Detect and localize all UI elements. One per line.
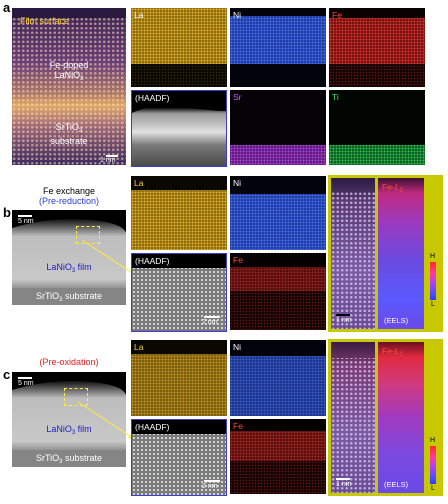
map-label: (HAADF) <box>135 93 170 103</box>
srtio3-substrate-label: SrTiO3 substrate <box>50 122 88 146</box>
scale-bar <box>204 316 220 318</box>
srtio3-substrate-label: SrTiO3 substrate <box>35 453 103 465</box>
pre-oxidation-title: (Pre-oxidation) <box>39 357 99 367</box>
map-label: Ni <box>233 342 242 352</box>
map-a-ti: Ti <box>329 90 425 165</box>
panel-c-eels-map: Fe-L3 (EELS) <box>378 342 424 493</box>
panel-label-b: b <box>3 205 11 220</box>
map-label: Fe <box>233 255 243 265</box>
scale-bar <box>18 377 32 379</box>
panel-label-a: a <box>3 0 11 15</box>
map-a-la: La <box>131 8 227 87</box>
map-label: La <box>134 342 144 352</box>
map-label: Ni <box>233 10 242 20</box>
legend-low: L <box>431 485 435 492</box>
scale-bar <box>336 478 350 480</box>
map-label: La <box>134 10 144 20</box>
panel-a-lattice <box>12 8 126 165</box>
scale-bar-label: 5 nm <box>18 380 34 387</box>
scale-bar <box>18 215 32 217</box>
scale-bar-label: 2 nm <box>202 483 218 490</box>
panel-a-overview-image: Film surface Fe-doped LaNiO3 SrTiO3 subs… <box>12 8 126 165</box>
scale-bar <box>106 155 118 157</box>
map-b-haadf: (HAADF) 2 nm <box>131 253 227 332</box>
eels-label: (EELS) <box>384 316 409 325</box>
map-a-sr: Sr <box>230 90 326 165</box>
legend-high: H <box>430 253 436 260</box>
map-label: Fe <box>233 421 243 431</box>
scale-bar-label: 1 nm <box>100 157 116 164</box>
map-b-fe: Fe <box>230 253 326 330</box>
legend-high: H <box>430 437 436 444</box>
region-of-interest-box <box>64 388 88 406</box>
map-label: Fe <box>332 10 342 20</box>
lanio3-film-label: LaNiO3 film <box>46 262 92 274</box>
panel-c-overview-image: 5 nm LaNiO3 film SrTiO3 substrate <box>12 372 126 467</box>
map-label: Ni <box>233 178 242 188</box>
map-label: (HAADF) <box>135 422 170 432</box>
srtio3-substrate-label: SrTiO3 substrate <box>35 291 103 303</box>
panel-b-atomic-column: 1 nm <box>331 178 375 329</box>
panel-c-atomic-column: 1 nm <box>331 342 375 493</box>
film-surface-label: Film surface <box>20 16 70 26</box>
fe-exchange-title: Fe exchange (Pre-reduction) <box>38 186 100 206</box>
map-c-la: La <box>131 340 227 416</box>
eels-title: Fe-L3 <box>382 346 403 358</box>
color-legend-bar <box>430 446 436 484</box>
map-label: Ti <box>332 92 339 102</box>
eels-title: Fe-L3 <box>382 182 403 194</box>
panel-b-eels-map: Fe-L3 (EELS) <box>378 178 424 329</box>
scale-bar <box>336 314 350 316</box>
map-c-ni: Ni <box>230 340 326 416</box>
map-c-haadf: (HAADF) 2 nm <box>131 419 227 496</box>
map-c-fe: Fe <box>230 419 326 494</box>
scale-bar-label: 2 nm <box>202 319 218 326</box>
map-a-haadf: (HAADF) <box>131 90 227 167</box>
panel-b-overview-image: 5 nm LaNiO3 film SrTiO3 substrate <box>12 210 126 305</box>
map-b-la: La <box>131 176 227 250</box>
scale-bar <box>204 480 220 482</box>
scale-bar-label: 5 nm <box>18 218 34 225</box>
fe-doped-lanio3-label: Fe-doped LaNiO3 <box>49 60 89 82</box>
scale-bar-label: 1 nm <box>336 481 352 488</box>
eels-label: (EELS) <box>384 480 409 489</box>
color-legend-bar <box>430 262 436 300</box>
map-label: Sr <box>233 92 242 102</box>
map-b-ni: Ni <box>230 176 326 250</box>
legend-low: L <box>431 301 435 308</box>
map-label: La <box>134 178 144 188</box>
map-label: (HAADF) <box>135 256 170 266</box>
map-a-ni: Ni <box>230 8 326 87</box>
panel-label-c: c <box>3 367 11 382</box>
lanio3-film-label: LaNiO3 film <box>46 424 92 436</box>
map-a-fe: Fe <box>329 8 425 87</box>
scale-bar-label: 1 nm <box>336 317 352 324</box>
